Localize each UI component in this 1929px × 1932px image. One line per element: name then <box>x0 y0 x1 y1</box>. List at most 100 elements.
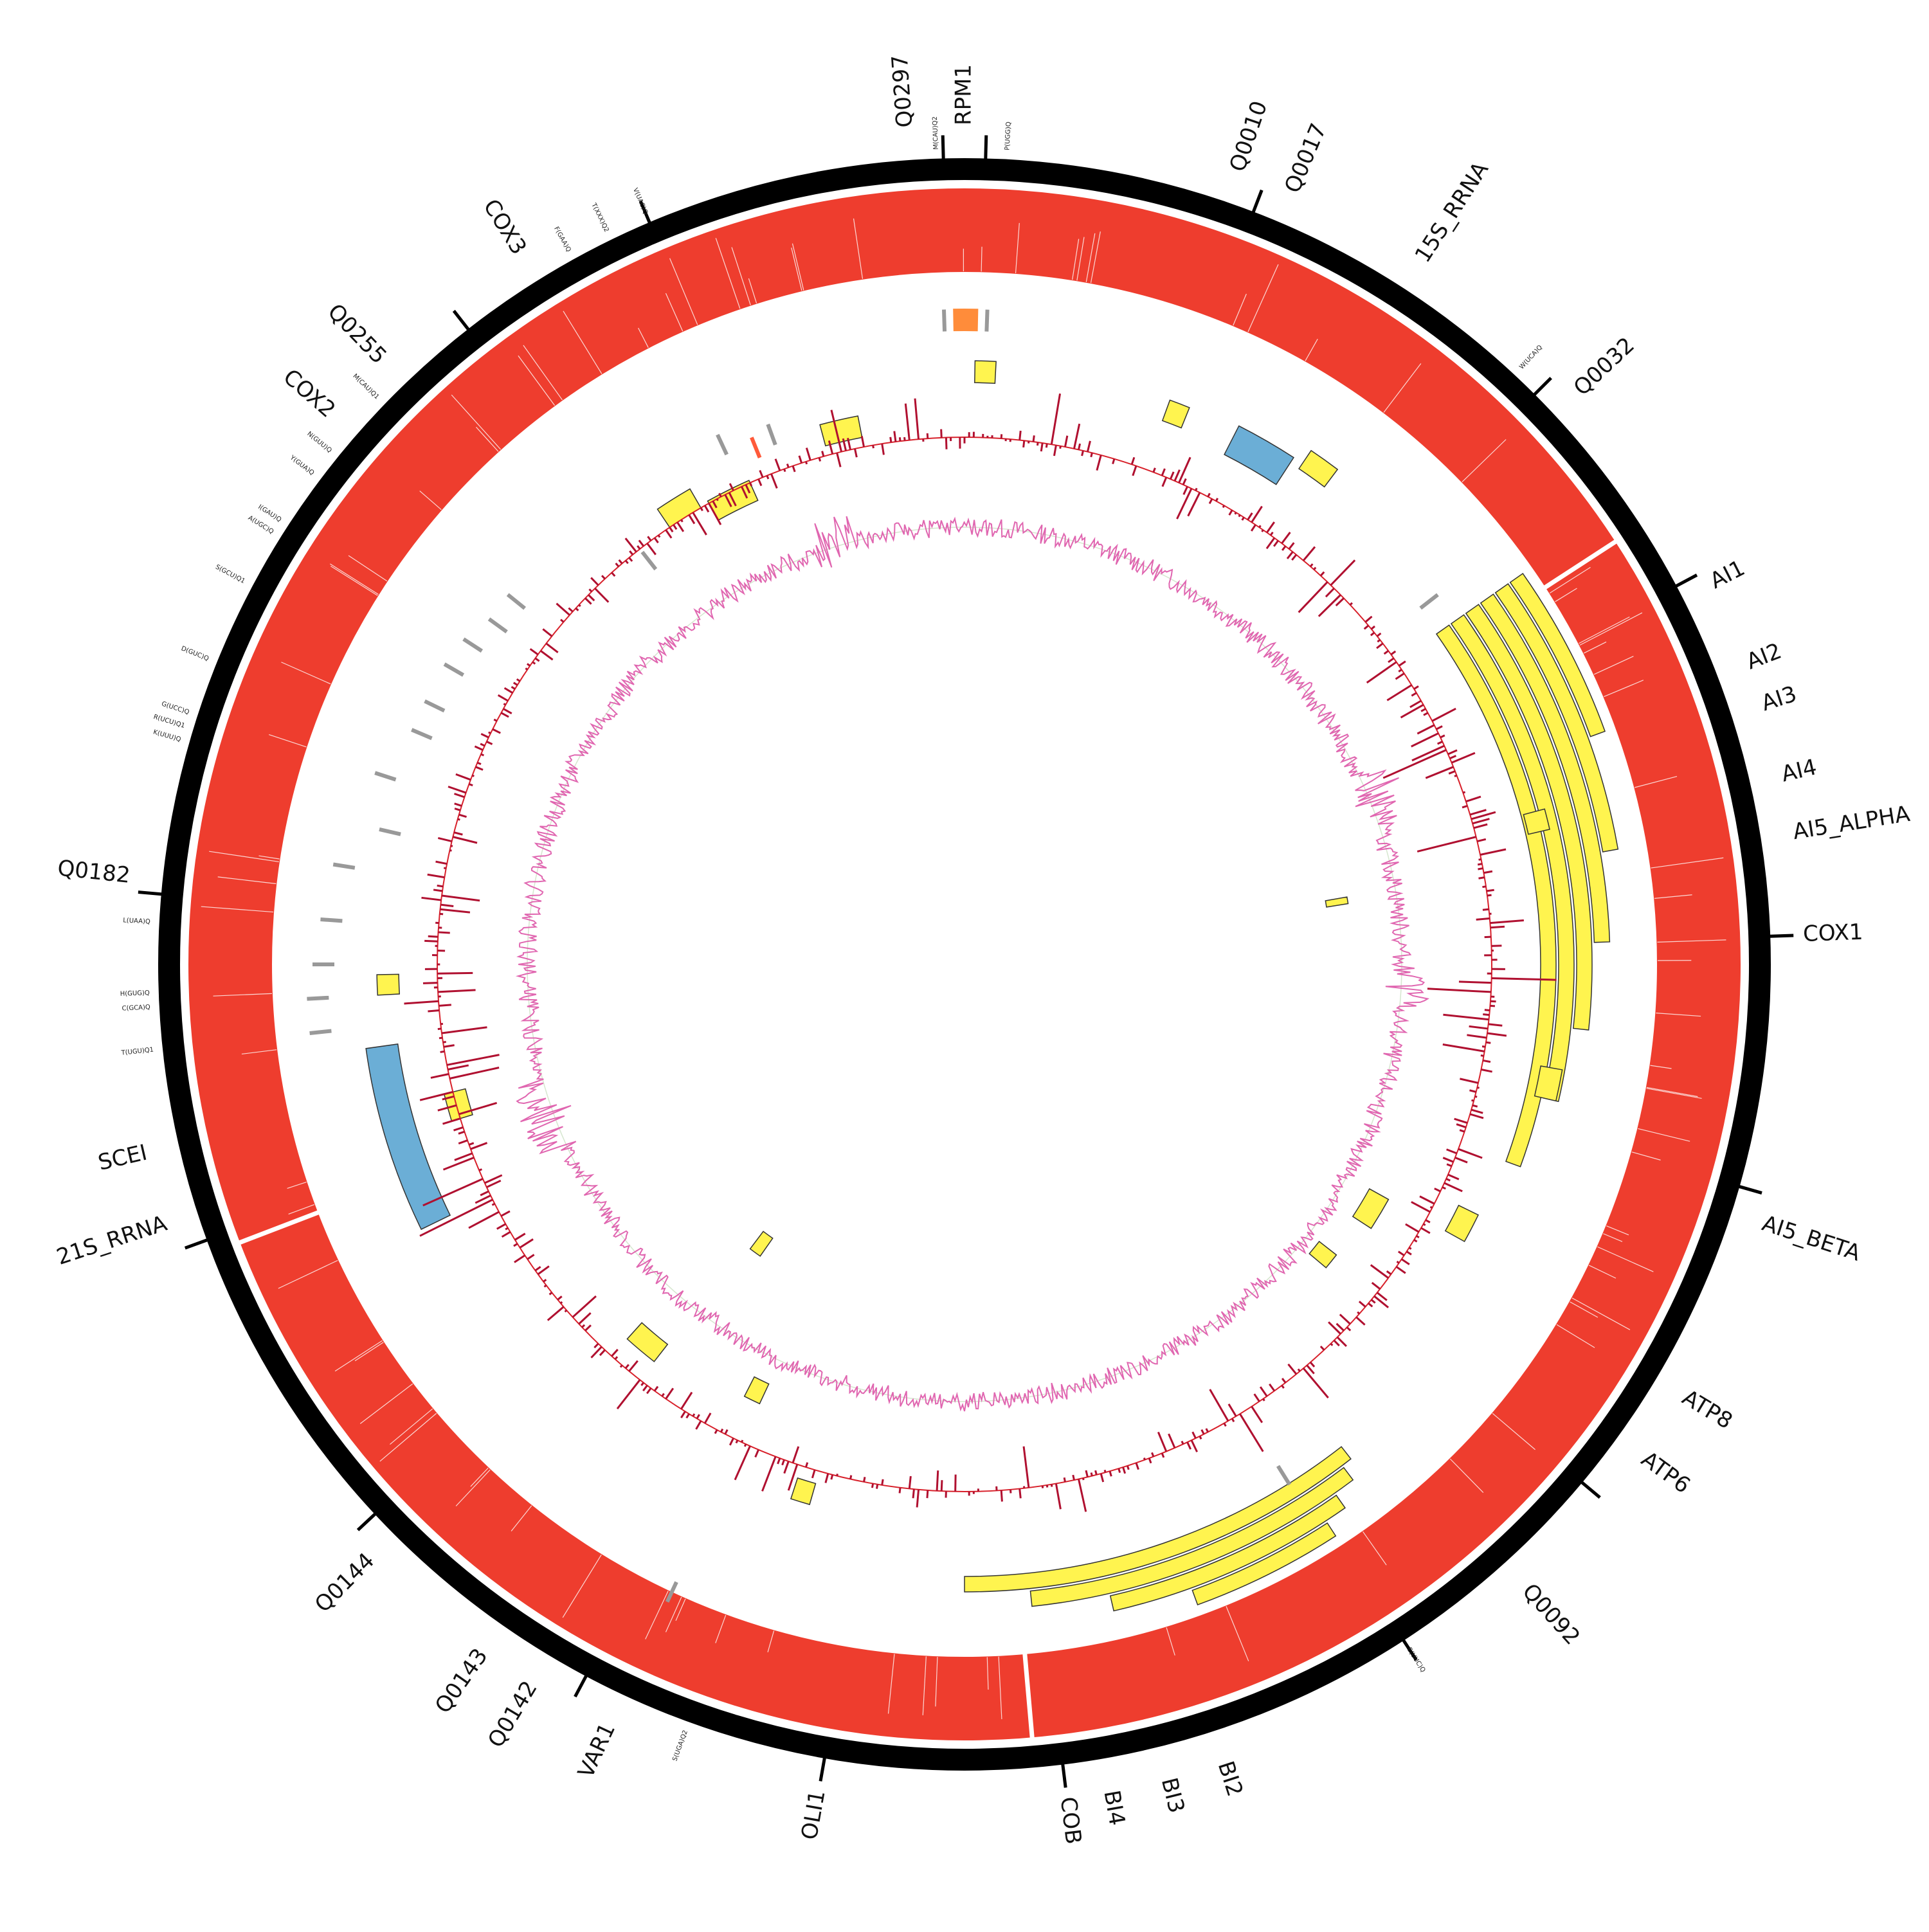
bar-mark <box>1154 468 1155 473</box>
bar-mark <box>837 453 840 467</box>
bar-mark <box>1444 1183 1462 1191</box>
bar-mark <box>1254 1394 1260 1402</box>
bar-mark <box>1263 1399 1264 1401</box>
bar-mark <box>1372 626 1375 629</box>
bar-mark <box>721 1429 722 1432</box>
bar-mark <box>600 1350 605 1355</box>
bar-mark <box>629 551 633 555</box>
bar-mark <box>447 1055 499 1065</box>
bar-mark <box>647 1388 651 1393</box>
bar-mark <box>1399 669 1402 671</box>
gene-label: BI2 <box>1213 1758 1248 1800</box>
bar-mark <box>439 1005 451 1006</box>
bar-mark <box>1182 1441 1183 1444</box>
bar-mark <box>1490 926 1505 928</box>
bar-mark <box>1078 444 1080 449</box>
bar-mark <box>492 1204 494 1205</box>
trna-marker <box>375 773 395 780</box>
gene-label: COX2 <box>278 364 341 422</box>
bar-mark <box>882 444 884 455</box>
bar-mark <box>458 1141 467 1144</box>
gene-tick <box>138 892 164 894</box>
rrna-arc-21s_rrna <box>366 1044 450 1229</box>
bar-mark <box>1314 568 1316 570</box>
bar-mark <box>1097 455 1101 471</box>
bar-mark <box>1440 736 1445 737</box>
bar-mark <box>1208 493 1210 496</box>
bar-mark <box>469 1143 473 1145</box>
bar-mark <box>735 1446 750 1480</box>
bar-mark <box>517 679 520 681</box>
bar-mark <box>1149 1458 1151 1463</box>
bar-mark <box>1475 1096 1477 1097</box>
bar-mark <box>762 1457 775 1492</box>
bar-mark <box>1303 547 1315 561</box>
bar-mark <box>941 429 942 438</box>
bar-mark <box>1371 1265 1388 1277</box>
bar-mark <box>579 1313 590 1324</box>
bar-mark <box>639 540 644 546</box>
bar-mark <box>1136 1463 1139 1469</box>
bar-mark <box>1421 709 1426 711</box>
bar-mark <box>585 1325 591 1330</box>
bar-mark <box>1347 1327 1350 1330</box>
bar-mark <box>458 819 460 820</box>
bar-mark <box>1470 1114 1483 1118</box>
bar-mark <box>451 846 453 847</box>
bar-mark <box>440 909 469 912</box>
gene-tick <box>454 311 470 331</box>
trna-marker <box>489 619 507 632</box>
bar-mark <box>658 535 660 537</box>
bar-mark <box>527 664 530 666</box>
bar-mark <box>480 1191 489 1195</box>
bar-mark <box>629 1361 637 1371</box>
bar-mark <box>1289 543 1294 549</box>
bar-mark <box>428 936 438 937</box>
bar-mark <box>1202 1430 1204 1434</box>
trna-marker <box>986 310 987 332</box>
bar-mark <box>1406 1224 1419 1232</box>
trna-label: M(CAU)Q1 <box>351 373 380 401</box>
bar-mark <box>1269 1384 1274 1391</box>
bar-mark <box>1472 819 1489 824</box>
bar-mark <box>480 744 485 746</box>
bar-mark <box>1310 1362 1314 1367</box>
bar-mark <box>677 522 683 532</box>
gene-tick <box>1533 378 1551 396</box>
bar-mark <box>1374 1296 1388 1308</box>
bar-mark <box>1368 1303 1372 1306</box>
bar-mark <box>591 1347 601 1358</box>
bar-mark <box>459 815 467 817</box>
bar-mark <box>442 1027 487 1033</box>
orf-box <box>1309 1241 1336 1268</box>
bar-mark <box>756 1450 759 1458</box>
bar-mark <box>1127 1466 1128 1470</box>
trna-label: K(UUU)Q <box>152 729 182 744</box>
bar-mark <box>505 1228 508 1229</box>
bar-mark <box>589 589 592 591</box>
bar-mark <box>1042 1486 1043 1488</box>
bar-mark <box>1387 1271 1391 1274</box>
bar-mark <box>1110 1471 1111 1476</box>
bar-mark <box>1252 507 1262 523</box>
bar-mark <box>909 1476 910 1489</box>
trna-label: M(CAU)Q2 <box>932 116 940 150</box>
bar-mark <box>864 1477 865 1482</box>
bar-mark <box>1037 442 1038 446</box>
bar-mark <box>905 404 909 440</box>
bar-mark <box>1407 1252 1411 1255</box>
bar-mark <box>1326 588 1334 597</box>
bar-mark <box>1456 1124 1466 1128</box>
bar-mark <box>1436 726 1442 729</box>
bar-mark <box>927 1490 928 1498</box>
bar-mark <box>501 713 509 717</box>
bar-mark <box>481 754 484 755</box>
bar-mark <box>1331 560 1355 585</box>
orf-marker <box>953 309 978 331</box>
bar-mark <box>404 1001 439 1004</box>
bar-mark <box>1274 541 1278 546</box>
bar-mark <box>1183 478 1186 484</box>
bar-mark <box>481 734 489 737</box>
bar-mark <box>1328 1322 1341 1333</box>
bar-mark <box>1455 1158 1467 1163</box>
